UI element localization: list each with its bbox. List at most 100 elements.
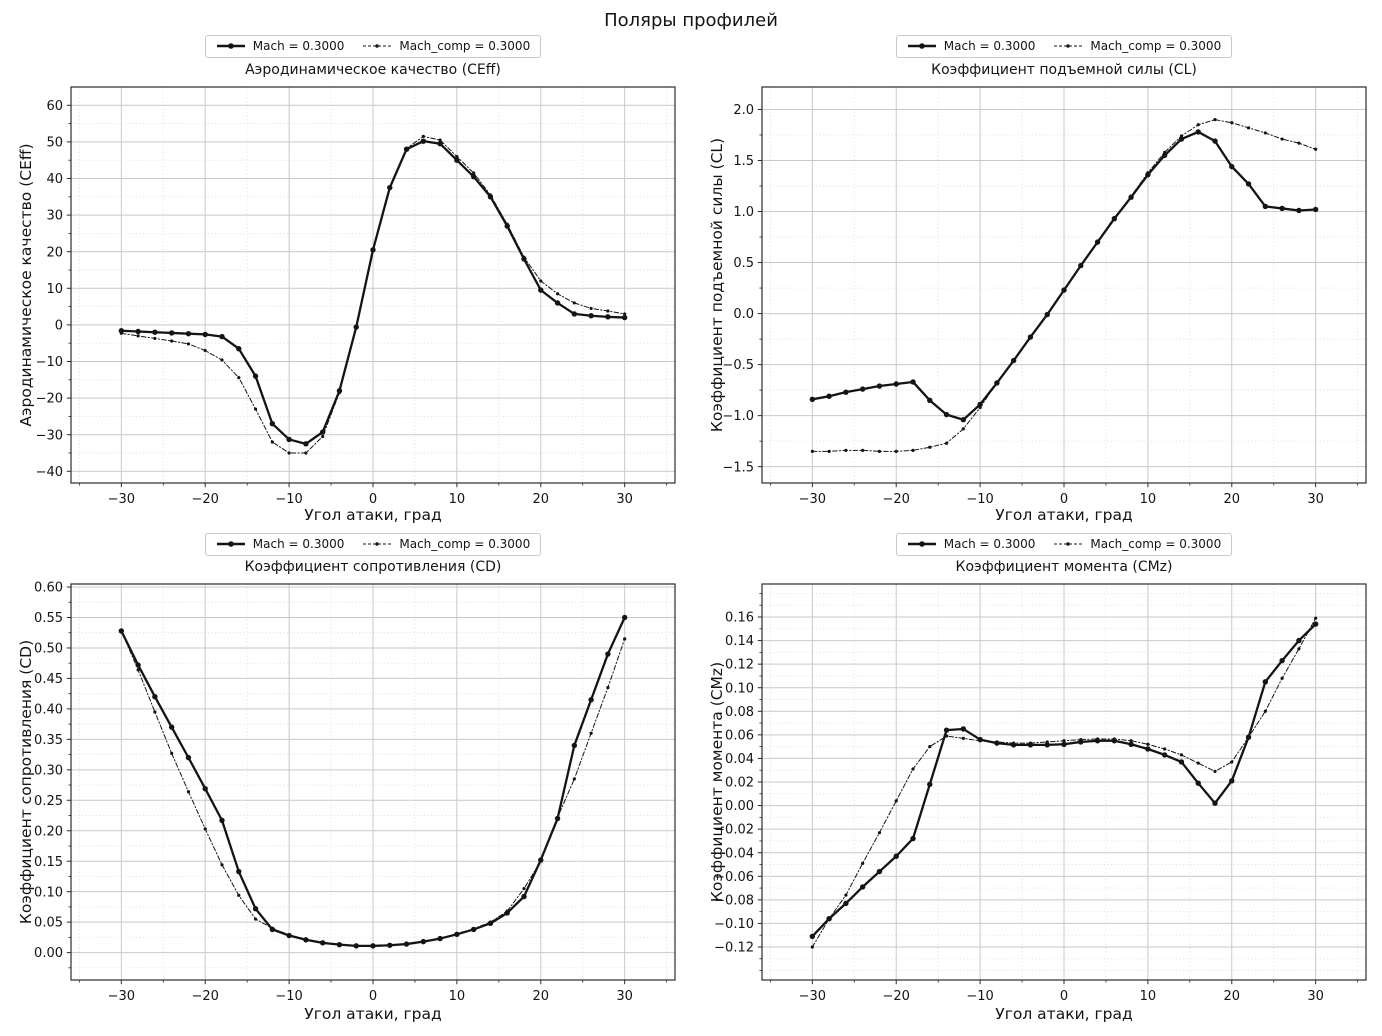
svg-text:0.25: 0.25 [34,794,63,809]
legend-line-dashed-icon [363,542,392,546]
svg-text:0.00: 0.00 [34,946,63,961]
svg-text:0: 0 [369,492,377,507]
svg-text:−30: −30 [108,989,135,1004]
svg-text:0.02: 0.02 [725,776,754,791]
svg-text:20: 20 [533,989,550,1004]
svg-text:−30: −30 [36,428,63,443]
legend-entry-mach-comp: Mach_comp = 0.3000 [362,39,530,53]
svg-text:−0.08: −0.08 [714,893,754,908]
svg-text:20: 20 [1224,492,1241,507]
legend-label: Mach_comp = 0.3000 [399,39,531,53]
svg-text:0.50: 0.50 [34,642,63,657]
svg-text:60: 60 [46,99,63,114]
svg-text:−10: −10 [275,989,302,1004]
svg-text:0.45: 0.45 [34,672,63,687]
svg-text:30: 30 [1307,492,1324,507]
svg-text:−0.04: −0.04 [714,846,754,861]
svg-text:−0.5: −0.5 [722,358,754,373]
svg-text:0.60: 0.60 [34,581,63,596]
svg-text:10: 10 [46,282,63,297]
plot-area-cmz: −30 −20 −10 0 10 20 30 −0.12 −0.10 −0.08 −0.06 −0.0… [714,583,1367,1004]
legend-label: Mach = 0.3000 [252,39,345,53]
svg-text:0.10: 0.10 [725,681,754,696]
svg-text:20: 20 [1224,989,1241,1004]
svg-text:0.40: 0.40 [34,702,63,717]
legend-entry-mach: Mach = 0.3000 [907,537,1036,551]
x-axis-label-cmz: Угол атаки, град [995,1005,1133,1023]
svg-text:30: 30 [1307,989,1324,1004]
legend-line-dashed-icon [363,44,392,48]
legend-cl: Mach = 0.3000 Mach_comp = 0.3000 [762,35,1366,58]
legend-entry-mach: Mach = 0.3000 [216,39,345,53]
svg-text:−10: −10 [966,492,993,507]
svg-text:0.15: 0.15 [34,855,63,870]
svg-text:0.5: 0.5 [733,256,754,271]
plot-area-ceff: −30 −20 −10 0 10 20 30 −40 −30 −20 −10 0 10 20 30 40 50 6… [36,86,676,507]
figure-title: Поляры профилей [604,10,778,31]
svg-text:0.20: 0.20 [34,824,63,839]
svg-text:1.0: 1.0 [733,205,754,220]
svg-text:−0.06: −0.06 [714,870,754,885]
legend-line-solid-icon [907,541,936,547]
svg-text:−20: −20 [192,989,219,1004]
svg-text:40: 40 [46,172,63,187]
legend-entry-mach-comp: Mach_comp = 0.3000 [1053,537,1221,551]
svg-text:0.35: 0.35 [34,733,63,748]
svg-text:0.05: 0.05 [34,916,63,931]
svg-text:20: 20 [533,492,550,507]
legend-line-dashed-icon [1054,542,1083,546]
svg-text:−20: −20 [883,989,910,1004]
svg-text:0: 0 [1060,989,1068,1004]
svg-text:0.08: 0.08 [725,705,754,720]
svg-text:−0.10: −0.10 [714,917,754,932]
svg-text:0: 0 [369,989,377,1004]
legend-entry-mach: Mach = 0.3000 [216,537,345,551]
svg-text:−10: −10 [275,492,302,507]
svg-text:0.0: 0.0 [733,307,754,322]
svg-text:−30: −30 [799,492,826,507]
legend-line-dashed-icon [1054,44,1083,48]
svg-text:50: 50 [46,135,63,150]
legend-entry-mach-comp: Mach_comp = 0.3000 [362,537,530,551]
svg-text:0.04: 0.04 [725,752,754,767]
x-axis-label-ceff: Угол атаки, град [304,506,442,524]
svg-text:−20: −20 [192,492,219,507]
svg-text:0.16: 0.16 [725,611,754,626]
svg-text:0.06: 0.06 [725,728,754,743]
svg-text:2.0: 2.0 [733,103,754,118]
legend-label: Mach = 0.3000 [943,39,1036,53]
legend-label: Mach = 0.3000 [943,537,1036,551]
svg-text:0: 0 [55,318,63,333]
svg-text:−1.5: −1.5 [722,460,754,475]
legend-cmz: Mach = 0.3000 Mach_comp = 0.3000 [762,533,1366,556]
legend-label: Mach_comp = 0.3000 [399,537,531,551]
svg-text:−40: −40 [36,465,63,480]
legend-line-solid-icon [216,43,245,49]
chart-title-cd: Коэффициент сопротивления (CD) [244,559,502,575]
svg-text:10: 10 [1140,492,1157,507]
plot-area-cd: −30 −20 −10 0 10 20 30 0.00 0.05 0.10 0.15 0.20 0.25… [34,581,676,1004]
svg-text:0.12: 0.12 [725,658,754,673]
legend-entry-mach: Mach = 0.3000 [907,39,1036,53]
svg-text:0.14: 0.14 [725,634,754,649]
svg-text:−0.12: −0.12 [714,941,754,956]
legend-cd: Mach = 0.3000 Mach_comp = 0.3000 [71,533,675,556]
svg-text:−20: −20 [883,492,910,507]
chart-title-cmz: Коэффициент момента (CMz) [955,559,1173,575]
legend-ceff: Mach = 0.3000 Mach_comp = 0.3000 [71,35,675,58]
svg-text:0: 0 [1060,492,1068,507]
legend-line-solid-icon [907,43,936,49]
svg-text:1.5: 1.5 [733,154,754,169]
svg-text:−30: −30 [799,989,826,1004]
legend-line-solid-icon [216,541,245,547]
plot-area-cl: −30 −20 −10 0 10 20 30 −1.5 −1.0 −0.5 0.0 0.5 1.0 1.5… [722,86,1367,507]
svg-text:10: 10 [1140,989,1157,1004]
x-axis-label-cd: Угол атаки, град [304,1005,442,1023]
x-axis-label-cl: Угол атаки, град [995,506,1133,524]
legend-label: Mach = 0.3000 [252,537,345,551]
svg-text:0.55: 0.55 [34,611,63,626]
svg-text:10: 10 [449,989,466,1004]
svg-text:30: 30 [46,209,63,224]
legend-label: Mach_comp = 0.3000 [1090,537,1222,551]
